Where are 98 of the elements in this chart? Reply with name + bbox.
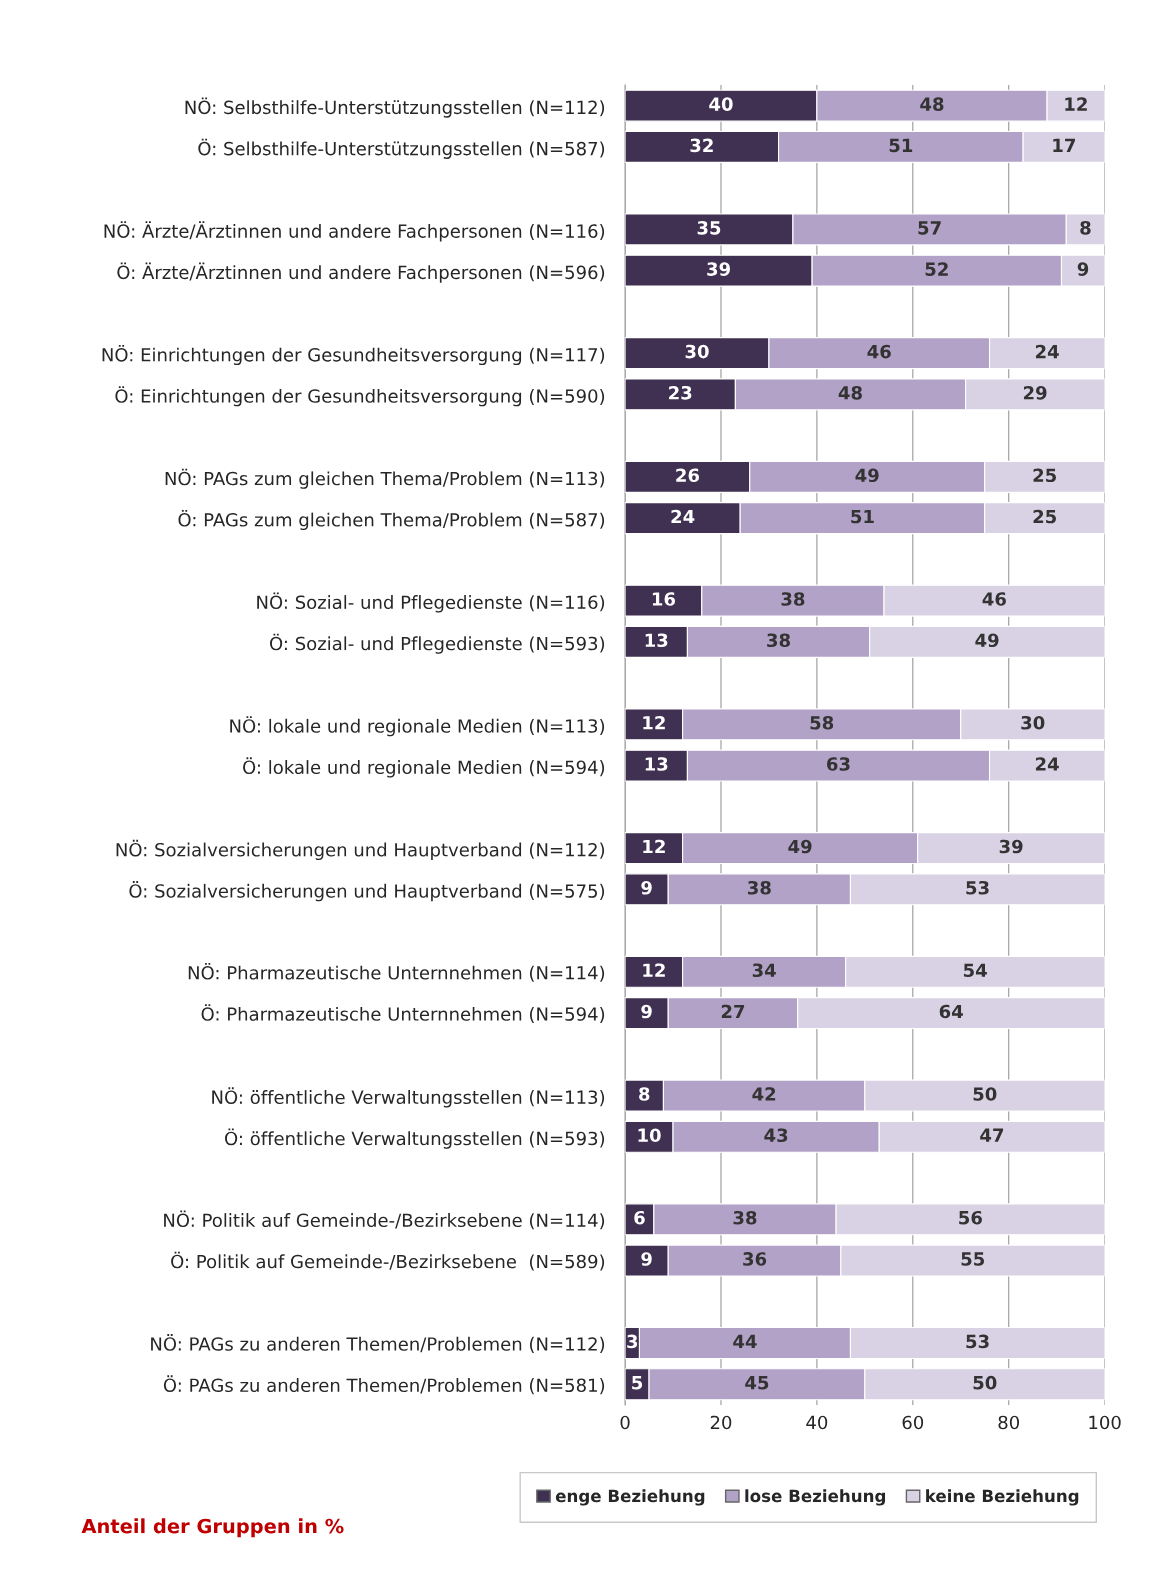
data-label: 54: [963, 963, 987, 978]
y-tick-label: NÖ: Sozialversicherungen und Hauptverband (N=112): [116, 839, 605, 861]
data-label: 24: [1035, 757, 1059, 771]
data-label: 53: [966, 1334, 989, 1349]
data-label: 30: [1021, 715, 1045, 730]
data-label: 55: [961, 1252, 985, 1266]
data-label: 38: [767, 633, 790, 648]
data-label: 9: [1077, 262, 1089, 276]
data-label: 50: [973, 1087, 997, 1101]
data-label: 49: [975, 633, 999, 648]
x-tick-label: 20: [710, 1415, 732, 1430]
x-tick-label: 80: [998, 1415, 1020, 1430]
y-tick-label: NÖ: PAGs zu anderen Themen/Problemen (N=112): [151, 1334, 605, 1353]
data-label: 24: [1035, 344, 1059, 359]
y-tick-label: Ö: PAGs zu anderen Themen/Problemen (N=581): [163, 1375, 605, 1395]
data-label: 40: [709, 97, 733, 111]
y-tick-label: NÖ: Einrichtungen der Gesundheitsversorgung (N=117): [102, 344, 605, 366]
data-label: 47: [980, 1128, 1004, 1142]
data-label: 63: [827, 757, 850, 771]
data-label: 38: [747, 880, 771, 895]
data-label: 64: [939, 1004, 963, 1019]
data-label: 25: [1033, 468, 1056, 483]
y-tick-label: Ö: Einrichtungen der Gesundheitsversorgung (N=590): [115, 386, 605, 407]
text: Anteil der Gruppen in %: [81, 1518, 344, 1538]
data-label: 52: [925, 262, 948, 276]
data-label: 29: [1023, 385, 1047, 400]
x-tick-label: 0: [620, 1415, 630, 1430]
data-label: 8: [639, 1087, 650, 1101]
data-label: 23: [669, 385, 692, 400]
y-tick-label: NÖ: PAGs zum gleichen Thema/Problem (N=113): [165, 468, 605, 489]
data-label: 45: [745, 1376, 769, 1390]
legend-label: keine Beziehung: [926, 1489, 1079, 1506]
x-tick-label: 60: [902, 1415, 924, 1430]
data-label: 12: [643, 715, 665, 730]
data-label: 10: [638, 1128, 661, 1143]
y-tick-label: Ö: Ärzte/Ärztinnen und andere Fachpersonen (N=596): [117, 262, 605, 283]
data-label: 51: [851, 509, 874, 524]
data-label: 38: [781, 592, 805, 606]
data-label: 9: [641, 1004, 652, 1019]
data-label: 46: [867, 344, 891, 359]
y-tick-label: NÖ: öffentliche Verwaltungsstellen (N=113): [212, 1087, 605, 1108]
data-label: 35: [697, 220, 721, 235]
data-label: 38: [733, 1210, 757, 1225]
data-label: 17: [1053, 138, 1075, 152]
y-tick-label: Ö: Politik auf Gemeinde-/Bezirksebene (N=589): [171, 1251, 605, 1271]
data-label: 27: [721, 1004, 745, 1019]
y-tick-label: Ö: Sozial- und Pflegedienste (N=593): [270, 633, 605, 654]
data-label: 12: [643, 963, 665, 977]
data-label: 42: [752, 1087, 776, 1101]
data-label: 13: [645, 757, 668, 771]
y-tick-label: NÖ: Selbsthilfe-Unterstützungsstellen (N=112): [185, 97, 605, 118]
data-label: 12: [1065, 97, 1087, 111]
y-tick-label: Ö: Sozialversicherungen und Hauptverband (N=575): [129, 881, 605, 902]
data-label: 53: [966, 880, 989, 895]
data-label: 43: [764, 1128, 788, 1143]
y-tick-label: NÖ: Politik auf Gemeinde-/Bezirksebene (N=114): [164, 1210, 605, 1230]
data-label: 49: [788, 839, 812, 854]
legend-label: enge Beziehung: [555, 1489, 705, 1506]
data-label: 39: [707, 262, 730, 276]
data-label: 48: [838, 385, 862, 400]
data-label: 39: [999, 839, 1023, 854]
data-label: 46: [982, 592, 1006, 606]
y-tick-label: Ö: lokale und regionale Medien (N=594): [243, 757, 605, 778]
y-tick-label: Ö: öffentliche Verwaltungsstellen (N=593): [225, 1128, 605, 1149]
data-label: 16: [652, 592, 676, 606]
y-tick-label: Ö: PAGs zum gleichen Thema/Problem (N=587): [178, 509, 605, 531]
y-tick-label: NÖ: Ärzte/Ärztinnen und andere Fachpersonen (N=116): [104, 221, 605, 242]
data-label: 34: [752, 963, 776, 978]
data-label: 24: [671, 509, 695, 524]
data-label: 9: [641, 880, 652, 895]
data-label: 5: [632, 1376, 643, 1390]
data-label: 44: [733, 1334, 757, 1349]
data-label: 50: [973, 1375, 997, 1390]
y-tick-label: Ö: Selbsthilfe-Unterstützungsstellen (N=587): [198, 138, 605, 159]
legend-label: lose Beziehung: [745, 1489, 886, 1506]
data-label: 6: [634, 1210, 645, 1225]
data-label: 56: [959, 1210, 982, 1225]
y-tick-label: NÖ: Pharmazeutische Unternnehmen (N=114): [188, 962, 605, 982]
data-label: 57: [918, 221, 941, 235]
data-label: 51: [889, 138, 913, 153]
data-label: 58: [810, 715, 834, 730]
data-label: 25: [1033, 509, 1056, 524]
data-label: 8: [1080, 220, 1091, 235]
data-label: 36: [743, 1252, 767, 1266]
data-label: 13: [645, 633, 668, 648]
data-label: 12: [643, 839, 665, 854]
data-label: 48: [920, 97, 944, 111]
data-label: 32: [690, 138, 713, 153]
data-label: 3: [627, 1334, 638, 1349]
y-tick-label: NÖ: Sozial- und Pflegedienste (N=116): [257, 592, 605, 613]
y-tick-label: Ö: Pharmazeutische Unternnehmen (N=594): [201, 1004, 605, 1023]
x-tick-label: 40: [806, 1415, 828, 1430]
data-label: 9: [641, 1252, 652, 1266]
data-label: 26: [676, 468, 699, 483]
x-tick-label: 100: [1089, 1415, 1121, 1430]
data-label: 30: [685, 344, 709, 359]
y-tick-label: NÖ: lokale und regionale Medien (N=113): [230, 716, 605, 737]
data-label: 49: [855, 468, 879, 483]
